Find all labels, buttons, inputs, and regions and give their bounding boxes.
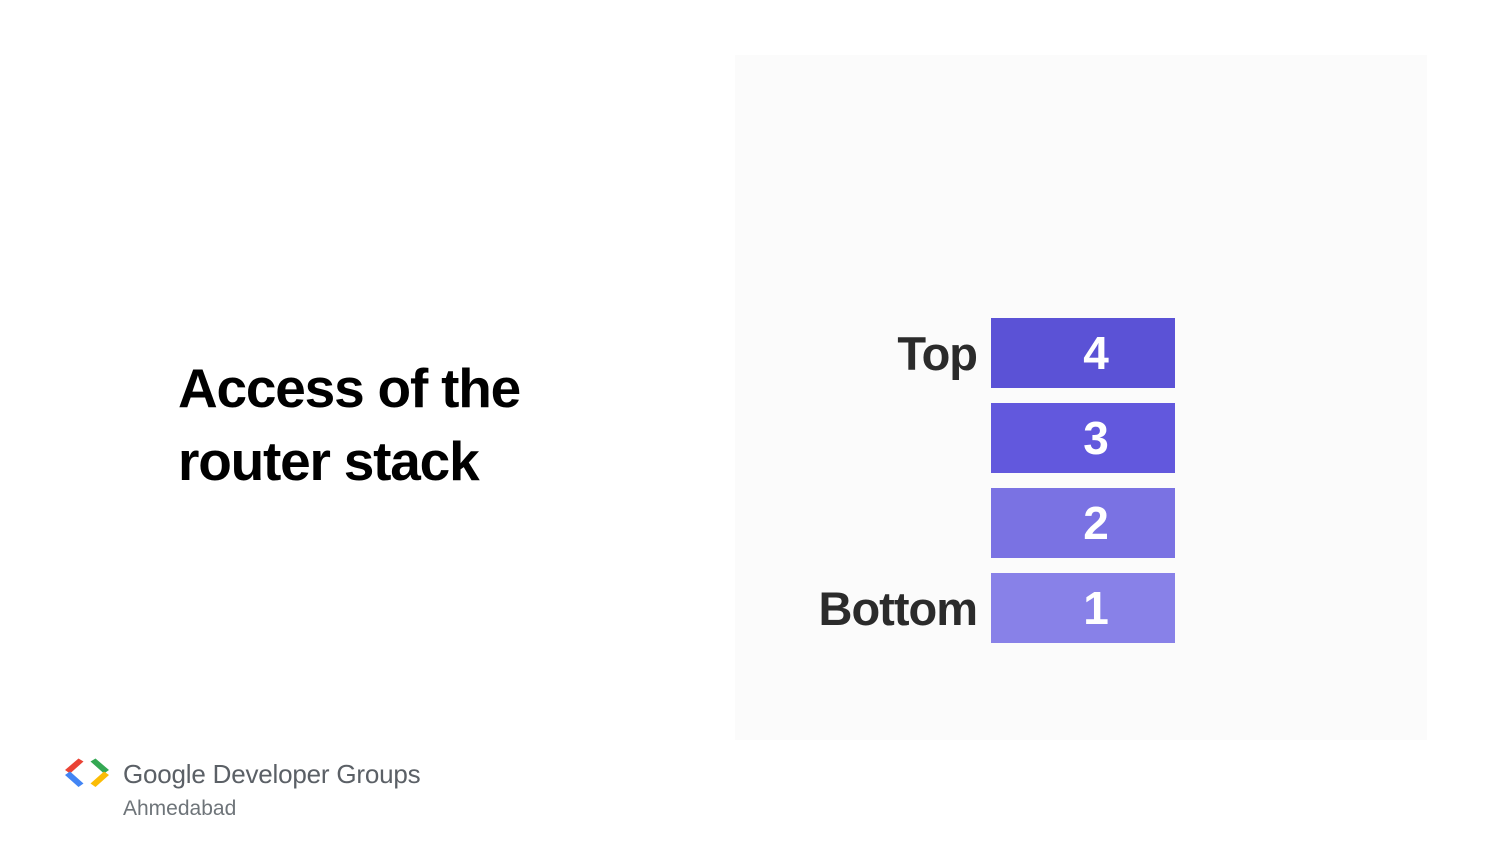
stack-label-bottom: Bottom: [818, 581, 978, 635]
gdg-logo-icon: [65, 758, 109, 787]
stack-bar-number: 1: [1083, 582, 1109, 634]
brand-block: Google Developer Groups Ahmedabad: [62, 757, 482, 821]
brand-chapter: Ahmedabad: [123, 797, 237, 820]
stack-container: Top 4 3 2 Bottom 1: [735, 55, 1427, 740]
brand-name: Google Developer Groups: [123, 758, 421, 789]
stack-bar-number: 3: [1083, 412, 1109, 464]
stack-row: 2: [735, 488, 1427, 558]
stack-row: 3: [735, 403, 1427, 473]
stack-label-top: Top: [897, 326, 978, 380]
stack-bar-3: 3: [991, 403, 1175, 473]
stack-bar-number: 4: [1083, 327, 1109, 379]
stack-row: Bottom 1: [735, 573, 1427, 643]
stack-bar-number: 2: [1083, 497, 1109, 549]
title-block: Access of the router stack: [178, 352, 648, 498]
stack-bar-2: 2: [991, 488, 1175, 558]
brand-row: Google Developer Groups: [62, 757, 482, 791]
page-title: Access of the router stack: [178, 357, 521, 493]
router-stack-diagram: Top 4 3 2 Bottom 1: [735, 55, 1427, 740]
stack-row: Top 4: [735, 318, 1427, 388]
stack-bar-1: 1: [991, 573, 1175, 643]
stack-bar-4: 4: [991, 318, 1175, 388]
